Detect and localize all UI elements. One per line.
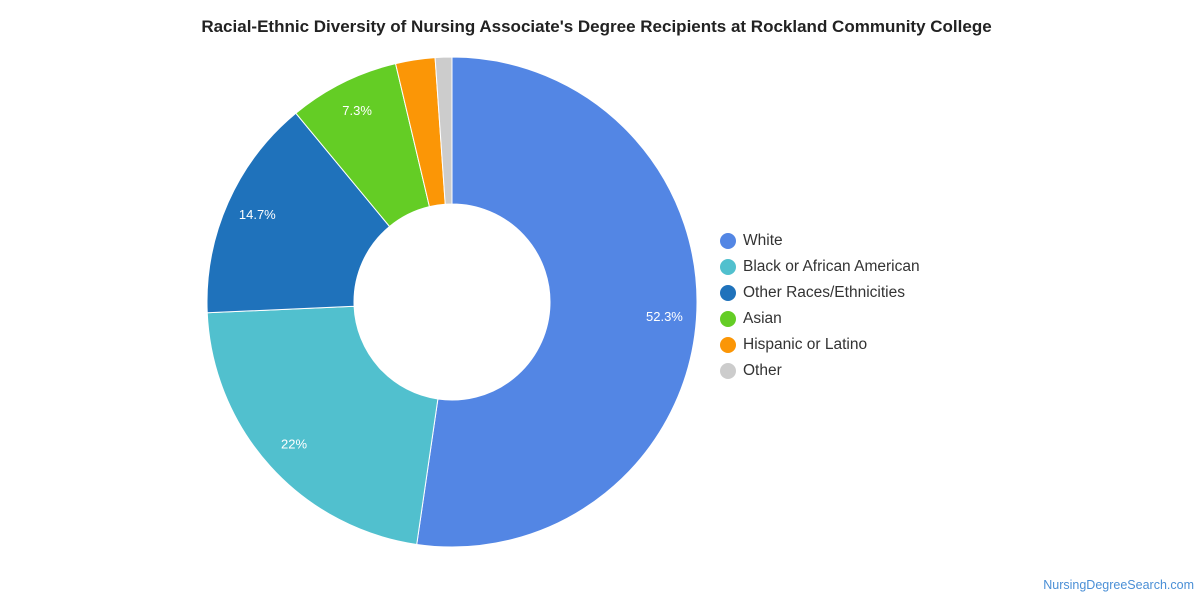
legend-item[interactable]: Black or African American <box>720 254 920 280</box>
slice-black-or-african-american[interactable] <box>206 305 439 546</box>
chart-title: Racial-Ethnic Diversity of Nursing Assoc… <box>201 17 992 36</box>
slice-value-label: 52.3% <box>646 309 683 324</box>
legend-swatch-icon <box>720 233 736 249</box>
legend-swatch-icon <box>720 363 736 379</box>
slice-value-label: 7.3% <box>342 103 372 118</box>
legend-item[interactable]: Asian <box>720 306 920 332</box>
legend-swatch-icon <box>720 259 736 275</box>
legend-label: Other Races/Ethnicities <box>743 284 905 301</box>
watermark-link[interactable]: NursingDegreeSearch.com <box>1043 578 1194 592</box>
legend-item[interactable]: Other Races/Ethnicities <box>720 280 920 306</box>
legend-swatch-icon <box>720 337 736 353</box>
legend-label: Asian <box>743 310 782 327</box>
slice-value-label: 22% <box>281 436 307 451</box>
legend-label: Hispanic or Latino <box>743 336 868 353</box>
legend-label: Black or African American <box>743 258 920 275</box>
slice-value-label: 14.7% <box>239 207 276 222</box>
slice-other[interactable] <box>434 56 453 205</box>
legend-item[interactable]: Other <box>720 358 920 384</box>
legend-item[interactable]: White <box>720 228 920 254</box>
slice-other-races-ethnicities[interactable] <box>206 112 391 314</box>
slice-white[interactable] <box>416 56 698 548</box>
legend-swatch-icon <box>720 311 736 327</box>
legend-item[interactable]: Hispanic or Latino <box>720 332 920 358</box>
legend-swatch-icon <box>720 285 736 301</box>
legend-label: White <box>743 232 783 249</box>
legend-label: Other <box>743 362 782 379</box>
chart-legend: White Black or African American Other Ra… <box>720 228 920 384</box>
